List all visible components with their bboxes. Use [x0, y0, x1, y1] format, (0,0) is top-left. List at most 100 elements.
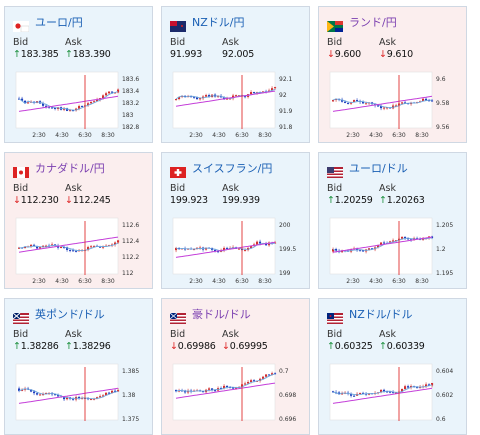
x-tick-label: 8:30	[101, 132, 115, 139]
card-title[interactable]: 英ポンド/ドル	[12, 306, 105, 324]
candle	[102, 395, 105, 397]
ma-short-line	[18, 91, 119, 111]
bid-number: 183.385	[20, 49, 59, 60]
y-tick-label: 0.696	[279, 416, 296, 423]
card-title[interactable]: ユーロ/ドル	[327, 160, 408, 178]
mini-chart[interactable]: 0.7 0.698 0.696	[172, 363, 302, 435]
y-tick-label: 112.6	[122, 222, 139, 229]
pair-name[interactable]: 豪ドル/ドル	[192, 308, 251, 321]
mini-chart[interactable]: 9.6 9.58 9.56 2:30 4:30 6:30 8:30	[329, 71, 459, 143]
flag-icon	[327, 163, 343, 178]
ask-value: ↓9.610	[379, 49, 413, 60]
candle	[404, 102, 407, 104]
rate-card[interactable]: ユーロ/円 Bid Ask ↑183.385 ↑183.390 183.6 183.4 183…	[4, 6, 153, 143]
candle	[202, 391, 205, 393]
pair-name[interactable]: NZドル/ドル	[349, 308, 413, 321]
card-title[interactable]: 豪ドル/ドル	[169, 306, 251, 324]
y-tick-label: 112	[122, 270, 134, 277]
pair-name[interactable]: ランド/円	[349, 16, 397, 29]
rate-card[interactable]: 豪ドル/ドル Bid Ask ↓0.69986 ↓0.69995 0.7 0.698 0.69…	[161, 298, 310, 435]
candle	[108, 392, 111, 394]
y-tick-label: 92	[279, 92, 287, 99]
rate-card[interactable]: NZドル/ドル Bid Ask ↑0.60325 ↑0.60339 0.604 0.602 0…	[318, 298, 467, 435]
candle	[268, 90, 271, 92]
card-title[interactable]: ユーロ/円	[13, 14, 83, 32]
candle	[105, 392, 108, 396]
candle	[117, 390, 120, 392]
ask-number: 199.939	[222, 195, 260, 206]
mini-chart[interactable]: 200 199.5 199 2:30 4:30 6:30 8:30	[172, 217, 302, 289]
candle	[431, 100, 434, 102]
trend-arrow-icon: ↑	[65, 341, 73, 352]
candle	[42, 394, 45, 396]
ask-number: 112.245	[72, 195, 111, 206]
x-tick-label: 2:30	[346, 132, 360, 139]
ask-number: 9.610	[386, 49, 413, 60]
ask-label: Ask	[379, 183, 396, 194]
candle	[365, 103, 368, 105]
candle	[256, 241, 259, 245]
pair-name[interactable]: ユーロ/ドル	[349, 162, 408, 175]
rate-card[interactable]: カナダドル/円 Bid Ask ↓112.230 ↓112.245 112.6 112.4 1…	[4, 152, 153, 289]
candle	[205, 247, 208, 250]
candle	[253, 92, 256, 94]
card-title[interactable]: NZドル/ドル	[327, 306, 413, 324]
bid-label: Bid	[327, 37, 343, 48]
candle	[63, 108, 66, 110]
bid-number: 1.20259	[334, 195, 373, 206]
candle	[181, 248, 184, 250]
x-tick-label: 6:30	[392, 278, 406, 285]
rate-card[interactable]: ユーロ/ドル Bid Ask ↑1.20259 ↑1.20263 1.205 1.2 1.19…	[318, 152, 467, 289]
pair-name[interactable]: ユーロ/円	[35, 16, 83, 29]
candle	[244, 96, 247, 98]
ma-long-line	[18, 387, 119, 404]
candle	[66, 397, 69, 400]
candle	[51, 107, 54, 109]
rate-card[interactable]: 英ポンド/ドル Bid Ask ↑1.38286 ↑1.38296 1.385 1.38 1.…	[4, 298, 153, 435]
pair-name[interactable]: NZドル/円	[192, 16, 245, 29]
y-tick-label: 1.375	[122, 416, 139, 423]
candle	[332, 391, 335, 393]
candle	[274, 87, 277, 89]
pair-name[interactable]: 英ポンド/ドル	[35, 308, 105, 321]
candle	[114, 242, 117, 245]
card-title[interactable]: NZドル/円	[170, 14, 245, 32]
flag-icon	[169, 309, 186, 324]
candle	[105, 93, 108, 96]
candle	[69, 110, 72, 112]
ask-number: 92.005	[222, 49, 255, 60]
mini-chart[interactable]: 112.6 112.4 112.2 112 2:30 4:30 6:30 8:30	[15, 217, 145, 289]
card-title[interactable]: カナダドル/円	[13, 160, 105, 178]
mini-chart[interactable]: 1.205 1.2 1.195 2:30 4:30 6:30 8:30	[329, 217, 459, 289]
y-tick-label: 91.9	[279, 108, 293, 115]
candle	[407, 386, 410, 388]
pair-name[interactable]: カナダドル/円	[35, 162, 105, 175]
candle	[404, 386, 407, 389]
candle	[90, 399, 93, 401]
x-tick-label: 6:30	[78, 132, 92, 139]
candle	[332, 248, 335, 252]
candle	[250, 380, 253, 383]
rate-card[interactable]: NZドル/円 Bid Ask 91.993 92.005 92.1 92 91.9 91.8 2:…	[161, 6, 310, 143]
bid-number: 112.230	[20, 195, 59, 206]
candle	[353, 395, 356, 397]
pair-name[interactable]: スイスフラン/円	[192, 162, 273, 175]
candle	[75, 108, 78, 111]
bid-value: ↓112.230	[13, 195, 59, 206]
candle	[27, 102, 30, 104]
candle	[193, 96, 196, 98]
rate-card[interactable]: ランド/円 Bid Ask ↓9.600 ↓9.610 9.6 9.58 9.56 2:30 4:…	[318, 6, 467, 143]
mini-chart[interactable]: 92.1 92 91.9 91.8 2:30 4:30 6:30 8:30	[172, 71, 302, 143]
rate-card[interactable]: スイスフラン/円 Bid Ask 199.923 199.939 200 199.5 199 2…	[161, 152, 310, 289]
mini-chart[interactable]: 183.6 183.4 183.2 183 182.8 2:30 4:30 6:30 8:30	[15, 71, 145, 143]
card-title[interactable]: スイスフラン/円	[170, 160, 273, 178]
candle	[39, 394, 42, 396]
ask-value: ↑183.390	[65, 49, 111, 60]
card-title[interactable]: ランド/円	[327, 14, 397, 32]
ask-number: 0.69995	[229, 341, 268, 352]
candle	[181, 390, 184, 392]
mini-chart[interactable]: 0.604 0.602 0.6	[329, 363, 459, 435]
mini-chart[interactable]: 1.385 1.38 1.375	[15, 363, 145, 435]
candle	[341, 99, 344, 102]
y-tick-label: 1.195	[436, 270, 453, 277]
